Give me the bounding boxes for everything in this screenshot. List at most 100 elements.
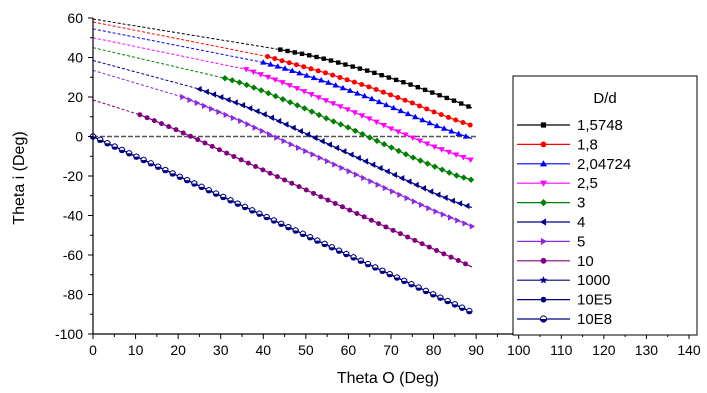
data-point xyxy=(321,56,326,61)
data-point xyxy=(332,161,338,168)
data-point xyxy=(384,168,390,175)
series-10E8 xyxy=(89,133,473,315)
data-point xyxy=(351,110,359,116)
data-point xyxy=(447,214,454,221)
x-tick-label: 20 xyxy=(170,342,186,358)
data-point xyxy=(296,184,302,190)
data-point xyxy=(455,217,461,224)
data-point-fill xyxy=(191,183,198,187)
data-point xyxy=(372,264,379,271)
legend-marker xyxy=(540,141,547,148)
x-tick-label: 30 xyxy=(213,342,229,358)
data-point xyxy=(260,167,266,173)
data-point xyxy=(368,95,376,102)
data-point xyxy=(401,80,406,85)
data-point-fill xyxy=(155,166,161,170)
data-point xyxy=(306,234,314,241)
data-point xyxy=(422,287,430,295)
data-point xyxy=(354,211,360,217)
data-point xyxy=(395,147,402,155)
data-point xyxy=(270,217,278,224)
data-point xyxy=(344,107,351,113)
series-extrapolation-line xyxy=(92,59,200,90)
data-point xyxy=(307,53,312,58)
data-point xyxy=(408,82,413,87)
data-point xyxy=(455,258,461,264)
data-point xyxy=(417,157,424,164)
data-point xyxy=(159,121,165,127)
data-point-fill xyxy=(162,170,169,173)
legend-marker xyxy=(539,218,547,226)
data-point xyxy=(416,138,424,144)
data-point xyxy=(286,83,293,89)
data-point xyxy=(315,95,322,101)
x-tick-label: 60 xyxy=(341,342,357,358)
data-point xyxy=(339,164,345,172)
data-point xyxy=(263,213,270,221)
data-point xyxy=(359,81,365,87)
data-point xyxy=(274,174,280,180)
series-4 xyxy=(92,59,473,210)
data-point xyxy=(397,231,403,237)
data-point xyxy=(243,67,250,73)
data-point xyxy=(272,77,279,83)
data-point xyxy=(279,96,287,103)
data-point xyxy=(448,128,455,134)
data-point xyxy=(311,190,317,196)
data-point xyxy=(279,58,285,64)
series-extrapolation-line xyxy=(92,37,247,70)
data-point xyxy=(419,201,425,209)
x-tick-label: 50 xyxy=(298,342,314,358)
legend-label: 4 xyxy=(577,214,585,231)
data-point xyxy=(433,122,441,129)
data-point xyxy=(453,117,459,123)
data-point xyxy=(274,134,280,141)
data-point-fill xyxy=(177,176,183,180)
data-point xyxy=(426,204,432,212)
data-point xyxy=(469,223,476,230)
data-point xyxy=(254,108,260,115)
data-point xyxy=(259,127,266,135)
data-point xyxy=(438,112,444,118)
data-point xyxy=(437,93,442,98)
data-point xyxy=(354,90,361,96)
data-point xyxy=(286,60,292,66)
legend-entry: 10 xyxy=(517,253,594,270)
data-point xyxy=(221,75,229,82)
data-point xyxy=(368,217,374,223)
data-point xyxy=(390,227,396,233)
data-point xyxy=(460,155,467,161)
data-point xyxy=(467,176,475,183)
series-extrapolation-line xyxy=(92,69,183,98)
data-point xyxy=(424,106,430,112)
data-point xyxy=(332,200,338,206)
data-point xyxy=(346,87,354,93)
data-point xyxy=(289,67,296,74)
data-point-fill xyxy=(336,250,342,254)
data-point xyxy=(162,166,169,174)
data-point xyxy=(315,68,321,74)
y-tick-label: 20 xyxy=(67,89,83,105)
data-point xyxy=(196,85,202,93)
data-point xyxy=(355,154,361,162)
data-point xyxy=(445,114,451,120)
data-point xyxy=(232,99,238,106)
data-point xyxy=(202,140,208,146)
data-point xyxy=(187,96,193,104)
series-extrapolation-line xyxy=(92,99,140,116)
data-point-fill xyxy=(394,277,400,281)
legend: D/d 1,5748 1,8 2,04724 2,5 3 4 5 10 1000 10E5 10E8 xyxy=(512,75,698,336)
data-point xyxy=(187,133,193,139)
legend-label: 1,8 xyxy=(577,136,598,153)
series-2,04724 xyxy=(92,28,473,140)
data-point xyxy=(411,198,418,205)
data-point xyxy=(315,111,323,119)
data-point xyxy=(402,97,408,103)
legend-label: 5 xyxy=(577,233,585,250)
data-point xyxy=(236,79,243,86)
data-point xyxy=(272,56,278,62)
data-point xyxy=(361,174,367,182)
data-point xyxy=(383,101,390,108)
data-point xyxy=(467,122,473,128)
data-point-fill xyxy=(184,180,190,183)
